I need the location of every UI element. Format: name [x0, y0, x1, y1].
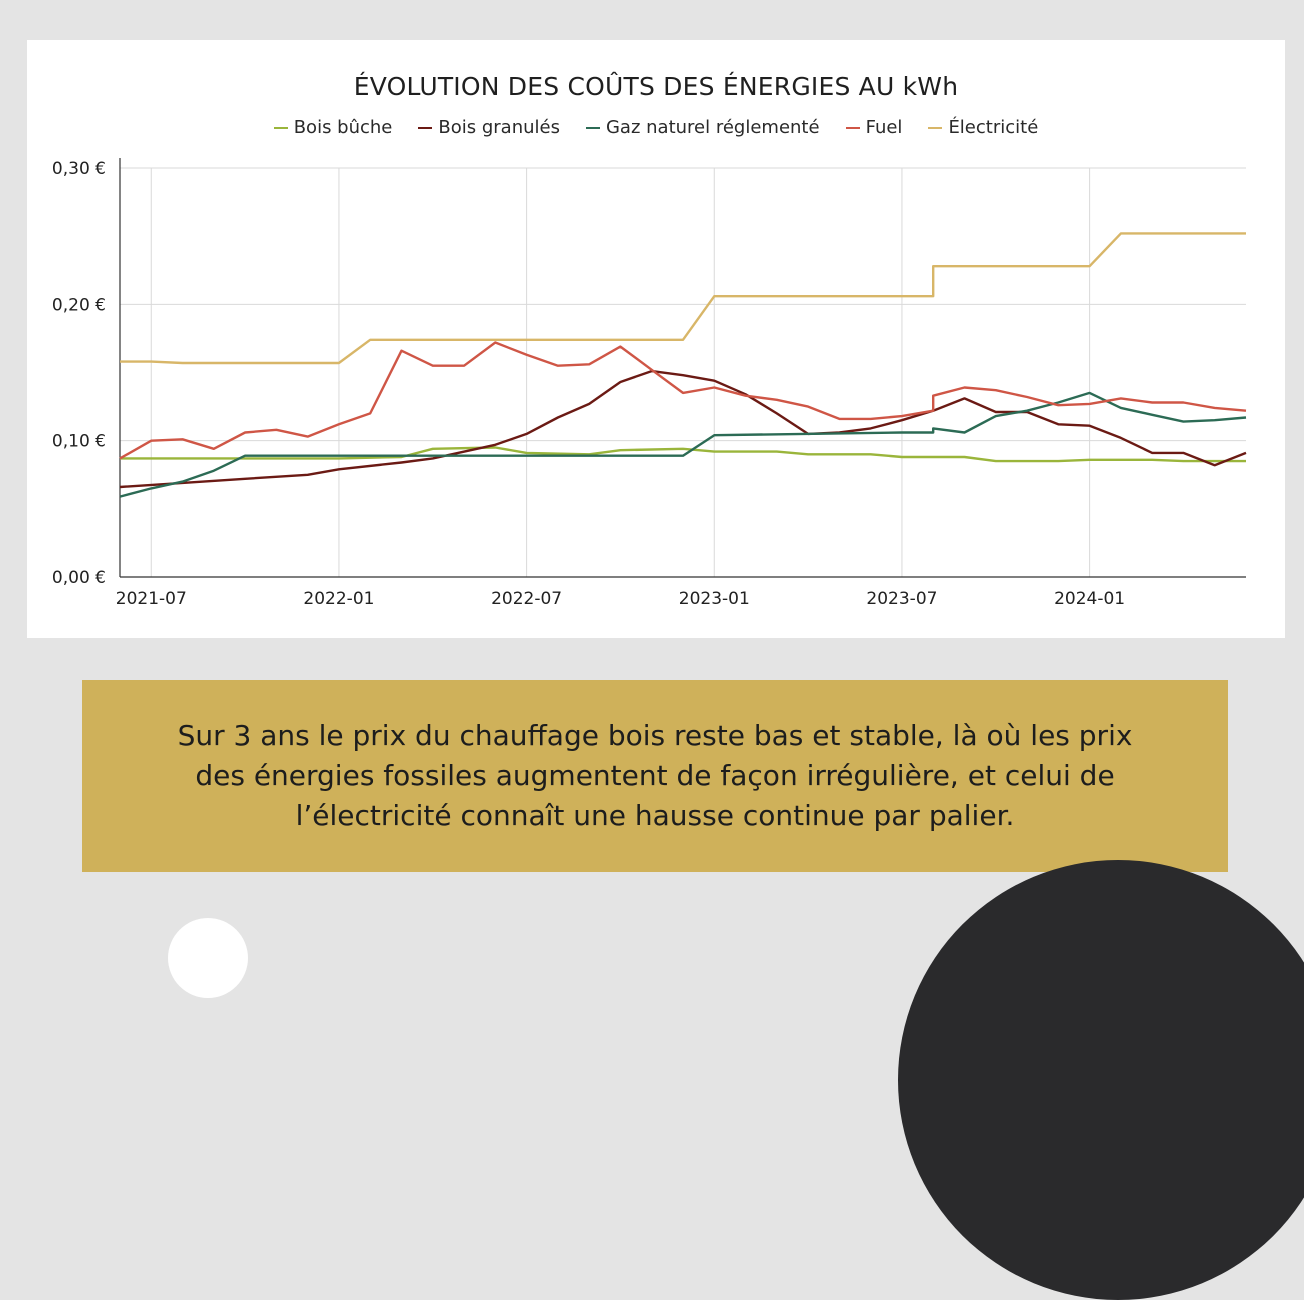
legend-item: Gaz naturel réglementé — [585, 117, 820, 138]
x-tick-label: 2022-01 — [303, 589, 374, 609]
legend-item: Fuel — [845, 117, 903, 138]
series-line-fuel — [119, 341, 1247, 460]
legend-swatch — [928, 126, 943, 129]
y-tick-label: 0,30 € — [52, 159, 106, 179]
caption-line-1: Sur 3 ans le prix du chauffage bois rest… — [177, 719, 1133, 752]
x-tick-label: 2023-01 — [679, 589, 750, 609]
legend-label: Fuel — [865, 117, 903, 138]
legend-item: Bois granulés — [418, 117, 560, 138]
series-line-bois-granul-s — [119, 369, 1247, 489]
caption-line-2: des énergies fossiles augmentent de faço… — [195, 759, 1115, 792]
y-tick-label: 0,20 € — [52, 295, 106, 315]
legend-label: Bois granulés — [438, 117, 560, 138]
caption-text: Sur 3 ans le prix du chauffage bois rest… — [155, 716, 1155, 836]
legend-label: Gaz naturel réglementé — [605, 117, 820, 138]
legend-swatch — [418, 126, 433, 129]
legend-label: Bois bûche — [293, 117, 393, 138]
x-tick-label: 2022-07 — [491, 589, 562, 609]
chart-plot: 0,00 € 0,10 € 0,20 € 0,30 € 2021-07 2022-01 20… — [52, 158, 1247, 609]
legend-item: Bois bûche — [273, 117, 393, 138]
x-tick-label: 2024-01 — [1054, 589, 1125, 609]
legend-swatch — [585, 126, 600, 129]
series-line--lectricit- — [120, 232, 1246, 365]
legend-swatch — [845, 126, 860, 129]
chart-panel: 0,00 € 0,10 € 0,20 € 0,30 € 2021-07 2022-01 20… — [27, 40, 1285, 638]
y-tick-label: 0,00 € — [52, 568, 106, 588]
series-line-bois-b-che — [120, 446, 1246, 463]
y-tick-label: 0,10 € — [52, 432, 106, 452]
legend-swatch — [273, 126, 288, 129]
caption-line-3: l’électricité connaît une hausse continu… — [295, 799, 1015, 832]
chart-legend: Bois bûche Bois granulés Gaz naturel régle… — [27, 117, 1285, 138]
legend-label: Électricité — [948, 117, 1039, 138]
series-line-gaz-naturel-r-glement- — [119, 391, 1247, 498]
x-tick-label: 2021-07 — [116, 589, 187, 609]
caption-box: Sur 3 ans le prix du chauffage bois rest… — [82, 680, 1228, 872]
decorative-light-circle — [168, 918, 248, 998]
x-tick-label: 2023-07 — [866, 589, 937, 609]
legend-item: Électricité — [928, 117, 1038, 138]
decorative-dark-circle — [898, 860, 1304, 1300]
chart-title: ÉVOLUTION DES COÛTS DES ÉNERGIES AU kWh — [353, 72, 959, 101]
